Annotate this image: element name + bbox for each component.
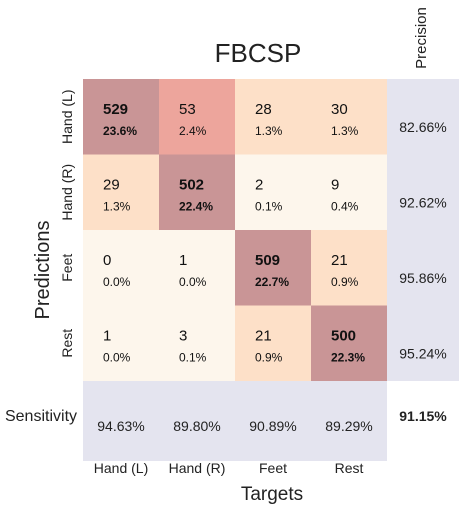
cell-count-3-2: 21 [255, 328, 272, 345]
precision-value-2: 95.86% [399, 270, 446, 286]
cell-2-3 [311, 230, 387, 306]
precision-value-3: 95.24% [399, 346, 446, 362]
y-tick-rest: Rest [59, 329, 75, 358]
cell-percent-3-2: 0.9% [255, 351, 283, 365]
cell-percent-1-3: 0.4% [331, 200, 359, 214]
cell-count-2-1: 1 [179, 252, 187, 269]
axis-tick-labels: Hand (L) Hand (R) Feet Rest Hand (L) Hand (R)… [59, 90, 363, 476]
cell-percent-2-0: 0.0% [103, 275, 131, 289]
cell-0-0 [83, 79, 159, 155]
cell-count-0-0: 529 [103, 101, 128, 118]
cell-3-3 [311, 305, 387, 381]
cell-percent-1-1: 22.4% [179, 200, 213, 214]
sensitivity-header: Sensitivity [5, 408, 77, 425]
cell-percent-1-2: 0.1% [255, 200, 283, 214]
cell-percent-2-1: 0.0% [179, 275, 207, 289]
precision-column-bg [387, 79, 459, 381]
cell-count-3-1: 3 [179, 328, 187, 345]
sensitivity-value-2: 90.89% [249, 418, 296, 434]
cell-count-2-2: 509 [255, 252, 280, 269]
cell-count-3-3: 500 [331, 328, 356, 345]
cell-count-0-1: 53 [179, 101, 196, 118]
cell-1-1 [159, 154, 235, 230]
x-axis-label: Targets [241, 484, 303, 505]
cell-percent-0-0: 23.6% [103, 124, 137, 138]
cell-0-1 [159, 79, 235, 155]
x-tick-hand-l: Hand (L) [94, 460, 148, 476]
precision-value-1: 92.62% [399, 195, 446, 211]
precision-header: Precision [413, 7, 430, 69]
cell-percent-3-3: 22.3% [331, 351, 365, 365]
cell-count-2-3: 21 [331, 252, 348, 269]
sensitivity-value-3: 89.29% [325, 418, 372, 434]
cell-count-2-0: 0 [103, 252, 111, 269]
cell-1-3 [311, 154, 387, 230]
cell-percent-0-1: 2.4% [179, 124, 207, 138]
sensitivity-value-0: 94.63% [97, 418, 144, 434]
cell-percent-0-3: 1.3% [331, 124, 359, 138]
cell-percent-2-3: 0.9% [331, 275, 359, 289]
cell-count-1-0: 29 [103, 177, 120, 194]
matrix-cells: 52923.6%532.4%281.3%301.3%291.3%50222.4%… [83, 79, 387, 381]
cell-count-1-1: 502 [179, 177, 204, 194]
y-tick-hand-l: Hand (L) [59, 90, 75, 144]
cell-2-1 [159, 230, 235, 306]
x-tick-rest: Rest [335, 460, 364, 476]
x-tick-hand-r: Hand (R) [169, 460, 226, 476]
cell-2-0 [83, 230, 159, 306]
cell-3-1 [159, 305, 235, 381]
chart-title: FBCSP [215, 38, 302, 68]
cell-count-0-2: 28 [255, 101, 272, 118]
y-tick-hand-r: Hand (R) [59, 164, 75, 221]
x-tick-feet: Feet [259, 460, 287, 476]
cell-0-2 [235, 79, 311, 155]
cell-percent-3-0: 0.0% [103, 351, 131, 365]
cell-count-0-3: 30 [331, 101, 348, 118]
y-axis-label: Predictions [32, 221, 54, 320]
sensitivity-row-bg [83, 381, 387, 461]
cell-3-2 [235, 305, 311, 381]
cell-1-0 [83, 154, 159, 230]
cell-count-1-2: 2 [255, 177, 263, 194]
cell-percent-1-0: 1.3% [103, 200, 131, 214]
cell-percent-2-2: 22.7% [255, 275, 289, 289]
cell-percent-0-2: 1.3% [255, 124, 283, 138]
cell-1-2 [235, 154, 311, 230]
overall-accuracy-value: 91.15% [399, 408, 447, 424]
y-tick-feet: Feet [59, 254, 75, 282]
cell-3-0 [83, 305, 159, 381]
cell-count-1-3: 9 [331, 177, 339, 194]
cell-2-2 [235, 230, 311, 306]
precision-value-0: 82.66% [399, 119, 446, 135]
cell-0-3 [311, 79, 387, 155]
cell-percent-3-1: 0.1% [179, 351, 207, 365]
summary-cells: 82.66% 92.62% 95.86% 95.24% 94.63% 89.80% 90.8… [83, 79, 459, 461]
sensitivity-value-1: 89.80% [173, 418, 220, 434]
cell-count-3-0: 1 [103, 328, 111, 345]
